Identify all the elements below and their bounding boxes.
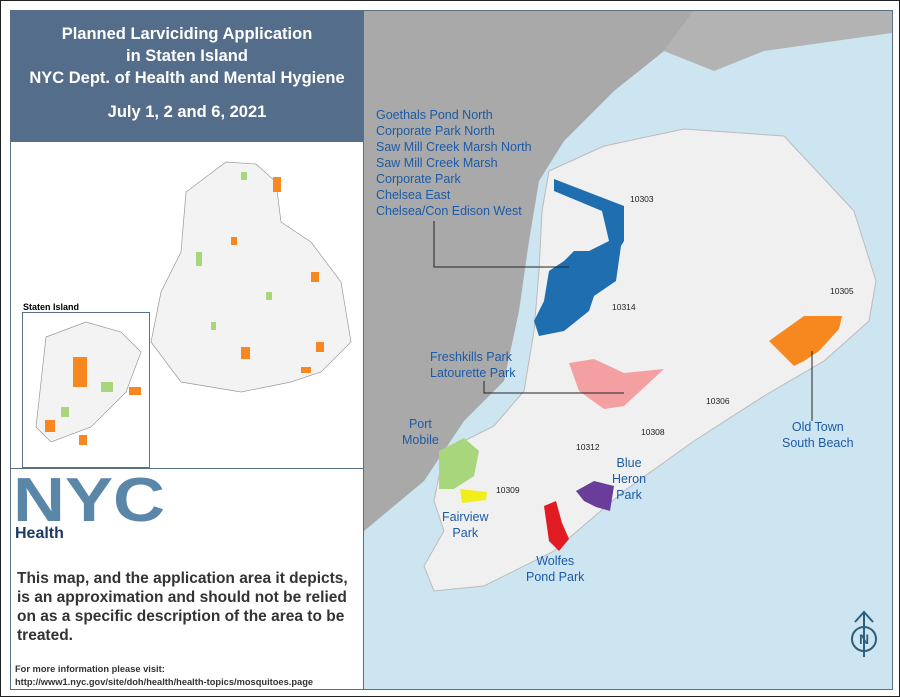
nyc-inset-map: Staten Island — [11, 142, 363, 469]
zip-label: 10303 — [630, 194, 654, 204]
title-dates: July 1, 2 and 6, 2021 — [107, 103, 267, 121]
label-fairview: Fairview Park — [442, 509, 489, 541]
area-label: Park — [616, 488, 642, 502]
title-line: NYC Dept. of Health and Mental Hygiene — [29, 69, 345, 87]
zip-label: 10308 — [641, 427, 665, 437]
area-label: Saw Mill Creek Marsh North — [376, 140, 532, 154]
staten-island-inset-box — [22, 312, 150, 468]
leader-north — [433, 221, 569, 268]
zip-label: 10314 — [612, 302, 636, 312]
svg-text:N: N — [859, 631, 869, 647]
area-label: Heron — [612, 472, 647, 486]
zip-label: 10305 — [830, 286, 854, 296]
label-freshkills: Freshkills Park Latourette Park — [430, 349, 515, 381]
health-logo-text: Health — [15, 525, 64, 542]
title-block: Planned Larviciding Application in State… — [11, 11, 363, 142]
area-label: Corporate Park North — [376, 124, 495, 138]
more-info: For more information please visit: http:… — [15, 663, 313, 689]
nyc-logo: NYC — [13, 473, 165, 525]
area-label: Fairview — [442, 510, 489, 524]
area-label: Wolfes — [536, 554, 575, 568]
area-label: Corporate Park — [376, 172, 461, 186]
leader-freshkills — [483, 381, 624, 394]
area-port-mobile — [439, 438, 479, 489]
nyc-treatment-areas — [45, 177, 324, 445]
nyc-overview-svg — [35, 161, 352, 445]
map-svg: N — [364, 11, 892, 657]
more-info-url[interactable]: http://www1.nyc.gov/site/doh/health/heal… — [15, 677, 314, 687]
north-arrow-icon: N — [851, 610, 877, 657]
area-label: Chelsea/Con Edison West — [376, 204, 522, 218]
label-blue-heron: Blue Heron Park — [612, 455, 646, 503]
new-jersey-land — [364, 11, 694, 531]
label-wolfes: Wolfes Pond Park — [526, 553, 584, 585]
disclaimer: This map, and the application area it de… — [17, 570, 348, 644]
area-label: Latourette Park — [430, 366, 516, 380]
nyc-boroughs — [150, 161, 352, 393]
area-label: South Beach — [782, 436, 854, 450]
area-label: Park — [452, 526, 479, 540]
label-port-mobile: Port Mobile — [402, 416, 439, 448]
area-blue-heron — [576, 481, 614, 511]
zip-label: 10312 — [576, 442, 600, 452]
area-label: Saw Mill Creek Marsh — [376, 156, 498, 170]
staten-island-map: N Goethals Pond North Corporate Park Nor… — [363, 10, 893, 690]
zip-label: 10306 — [706, 396, 730, 406]
area-freshkills — [569, 359, 664, 409]
area-old-town — [769, 316, 842, 366]
zip-label: 10309 — [496, 485, 520, 495]
area-label: Freshkills Park — [430, 350, 512, 364]
label-north-group: Goethals Pond North Corporate Park North… — [376, 107, 532, 219]
area-label: Port — [408, 417, 432, 431]
more-info-label: For more information please visit: — [15, 664, 165, 674]
area-label: Pond Park — [526, 570, 585, 584]
area-label: Goethals Pond North — [376, 108, 493, 122]
area-label: Old Town — [791, 420, 844, 434]
area-north-group — [534, 179, 624, 336]
area-fairview — [460, 489, 487, 503]
nyc-green-areas — [61, 172, 272, 417]
title-line: Planned Larviciding Application — [61, 25, 313, 43]
left-panel: Planned Larviciding Application in State… — [10, 10, 364, 690]
land-north — [664, 11, 892, 71]
inset-label: Staten Island — [23, 302, 80, 312]
staten-island — [423, 128, 877, 592]
svg-text:NYC: NYC — [13, 473, 165, 525]
area-label: Chelsea East — [376, 188, 451, 202]
label-old-town: Old Town South Beach — [782, 419, 854, 451]
title-line: in Staten Island — [126, 47, 248, 65]
area-label: Blue — [616, 456, 642, 470]
area-label: Mobile — [402, 433, 439, 447]
area-wolfes — [544, 501, 569, 551]
